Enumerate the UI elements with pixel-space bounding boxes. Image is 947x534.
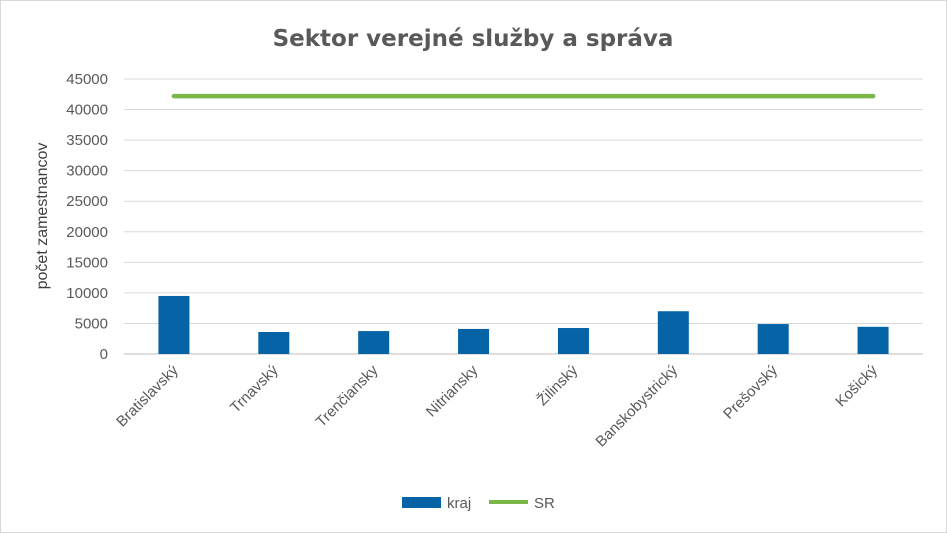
chart-title: Sektor verejné služby a správa <box>273 26 674 52</box>
y-tick-label: 10000 <box>66 285 108 302</box>
y-tick-label: 30000 <box>66 163 108 180</box>
x-category-label: Nitriansky <box>423 361 482 420</box>
y-tick-label: 40000 <box>66 102 108 119</box>
y-tick-label: 15000 <box>66 254 108 271</box>
x-category-label: Prešovský <box>720 361 781 422</box>
y-tick-label: 5000 <box>75 315 108 332</box>
y-axis-ticks: 0 5000 10000 15000 20000 25000 30000 35000 40000… <box>66 71 108 363</box>
bar <box>757 324 789 354</box>
x-category-label: Banskobystrický <box>592 361 681 450</box>
y-axis-label: počet zamestnancov <box>34 143 51 290</box>
y-tick-label: 35000 <box>66 132 108 149</box>
bar <box>358 331 390 354</box>
x-category-label: Žilinský <box>534 361 582 409</box>
bar <box>657 311 689 354</box>
legend: kraj SR <box>402 495 555 512</box>
y-tick-label: 0 <box>100 346 108 363</box>
x-axis-categories: Bratislavský Trnavský Trenčiansky Nitriansk… <box>113 361 881 450</box>
y-tick-label: 20000 <box>66 224 108 241</box>
bar <box>557 328 589 354</box>
x-category-label: Bratislavský <box>113 361 182 430</box>
bar <box>857 326 889 354</box>
gridlines <box>124 78 923 355</box>
y-tick-label: 45000 <box>66 71 108 88</box>
bar-series <box>158 295 889 354</box>
bar <box>158 295 190 354</box>
x-category-label: Trnavský <box>227 361 282 416</box>
bar <box>258 332 290 354</box>
bar <box>458 328 490 354</box>
legend-label-sr: SR <box>534 495 555 512</box>
legend-label-kraj: kraj <box>447 495 471 512</box>
legend-swatch-kraj <box>402 497 441 508</box>
x-category-label: Košický <box>832 361 881 410</box>
x-category-label: Trenčiansky <box>313 361 382 430</box>
y-tick-label: 25000 <box>66 193 108 210</box>
